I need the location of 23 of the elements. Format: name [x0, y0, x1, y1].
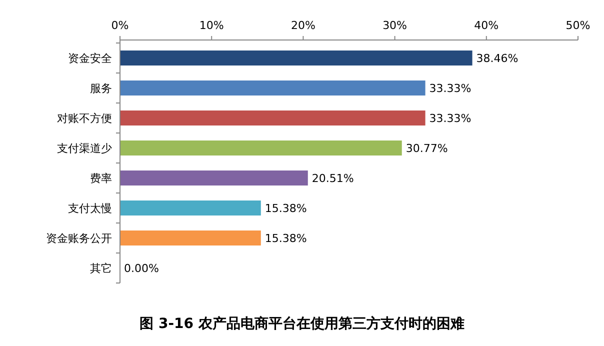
- y-tick-label: 费率: [90, 172, 112, 185]
- y-tick-label: 资金安全: [68, 52, 112, 65]
- x-tick-label: 20%: [290, 19, 316, 32]
- data-label: 0.00%: [124, 262, 159, 275]
- y-tick-label: 服务: [90, 82, 112, 95]
- x-tick-label: 40%: [474, 19, 499, 32]
- x-tick-label: 30%: [382, 19, 408, 32]
- y-tick-label: 其它: [90, 262, 112, 275]
- text: 图 3-16 农产品电商平台在使用第三方支付时的困难: [140, 315, 464, 332]
- data-label: 20.51%: [312, 172, 354, 185]
- data-label: 38.46%: [476, 52, 518, 65]
- y-tick-label: 支付太慢: [68, 202, 112, 215]
- data-label: 15.38%: [264, 202, 307, 215]
- y-tick-label: 资金账务公开: [46, 232, 112, 245]
- x-tick-label: 0%: [111, 19, 129, 32]
- data-label: 30.77%: [406, 142, 448, 155]
- data-label: 33.33%: [429, 82, 472, 95]
- data-label: 33.33%: [429, 112, 472, 125]
- y-tick-label: 对账不方便: [57, 112, 112, 125]
- y-tick-label: 支付渠道少: [57, 142, 112, 155]
- x-tick-label: 10%: [199, 19, 224, 32]
- x-tick-label: 50%: [566, 19, 590, 32]
- data-label: 15.38%: [264, 232, 307, 245]
